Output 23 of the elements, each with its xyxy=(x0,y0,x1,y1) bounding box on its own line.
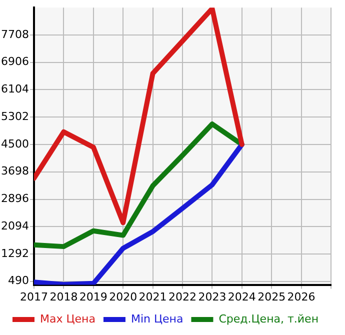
y-tick-label: 2094 xyxy=(0,219,29,232)
y-tick-label: 5302 xyxy=(0,110,29,123)
legend-label: Сред.Цена, т.йен xyxy=(218,312,319,326)
y-tick-label: 3698 xyxy=(0,164,29,178)
x-tick-label: 2020 xyxy=(109,290,138,304)
legend-label: Max Цена xyxy=(40,312,96,326)
x-tick-label: 2021 xyxy=(138,290,167,304)
x-tick-label: 2023 xyxy=(198,290,226,304)
x-tick-label: 2024 xyxy=(228,290,256,304)
x-tick-label: 2018 xyxy=(50,290,78,304)
y-tick-label: 6104 xyxy=(0,82,29,96)
y-tick-label: 490 xyxy=(8,274,29,288)
x-tick-label: 2019 xyxy=(79,290,108,304)
legend-label: Min Цена xyxy=(130,312,184,326)
x-tick-label: 2025 xyxy=(258,290,286,304)
y-tick-label: 1292 xyxy=(0,246,29,260)
x-tick-label: 2026 xyxy=(287,290,316,304)
y-tick-label: 4500 xyxy=(0,137,29,150)
y-tick-label: 7708 xyxy=(0,28,29,41)
y-tick-label: 2896 xyxy=(0,192,29,206)
x-tick-label: 2022 xyxy=(168,290,196,304)
x-tick-label: 2017 xyxy=(20,290,48,304)
y-tick-label: 6906 xyxy=(0,55,29,68)
